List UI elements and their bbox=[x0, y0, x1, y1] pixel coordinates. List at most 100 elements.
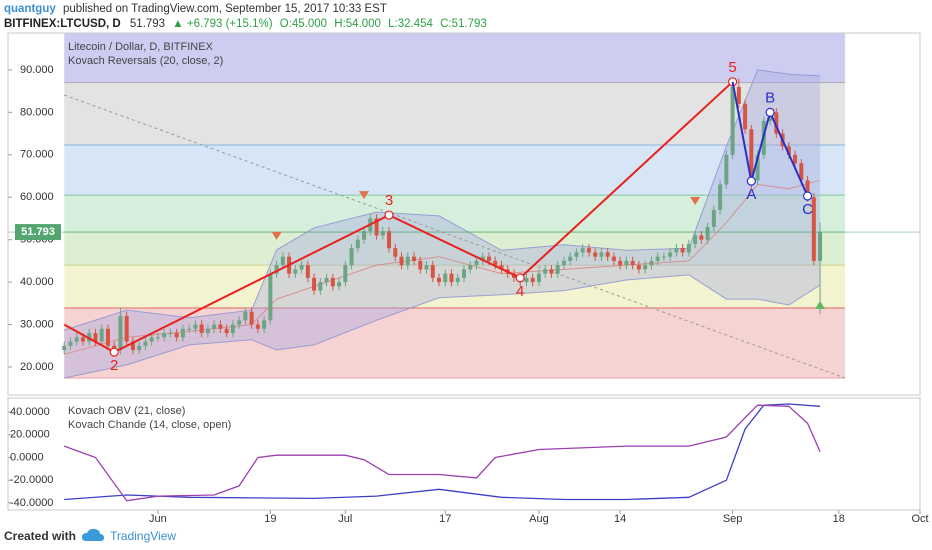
candle-body bbox=[424, 265, 429, 270]
signal-marker bbox=[271, 231, 282, 240]
candle-body bbox=[243, 311, 248, 321]
pattern-label: C bbox=[802, 201, 813, 218]
y-tick-label: 70.000 bbox=[20, 149, 54, 161]
candle-body bbox=[199, 324, 204, 334]
candle-body bbox=[605, 252, 610, 257]
candle-body bbox=[218, 324, 223, 329]
candle-body bbox=[405, 256, 410, 266]
candle-body bbox=[130, 341, 135, 351]
pattern-label: A bbox=[746, 186, 756, 203]
candle-body bbox=[337, 282, 342, 287]
pattern-label: B bbox=[765, 89, 775, 106]
candle-body bbox=[374, 218, 379, 236]
x-tick-label: Aug bbox=[529, 513, 549, 525]
candle-body bbox=[393, 248, 398, 257]
legend-entry: Kovach Chande (14, close, open) bbox=[68, 419, 231, 431]
candle-body bbox=[668, 252, 673, 257]
candle-body bbox=[711, 209, 716, 227]
pattern-point bbox=[515, 273, 525, 283]
candle-body bbox=[80, 337, 85, 342]
candle-body bbox=[580, 248, 585, 253]
candle-body bbox=[686, 243, 691, 253]
candle-body bbox=[412, 256, 417, 261]
candle-body bbox=[480, 256, 485, 261]
candle-body bbox=[155, 337, 160, 339]
candle-body bbox=[462, 269, 466, 278]
candle-body bbox=[530, 277, 535, 283]
author[interactable]: quantguy bbox=[4, 3, 56, 15]
pattern-label: 4 bbox=[516, 283, 524, 300]
pattern-point bbox=[109, 347, 119, 357]
x-tick-label: Sep bbox=[723, 513, 743, 525]
candle-body bbox=[355, 239, 360, 249]
footer-brand[interactable]: TradingView bbox=[110, 529, 176, 543]
pattern-label: 2 bbox=[110, 357, 118, 374]
ohlc-open: O:45.000 bbox=[280, 18, 327, 30]
candle-body bbox=[736, 86, 741, 104]
header-line-1: quantguy published on TradingView.com, S… bbox=[4, 3, 387, 15]
candle-body bbox=[718, 184, 723, 210]
candle-body bbox=[137, 345, 142, 351]
fib-zone bbox=[64, 232, 846, 266]
signal-marker bbox=[690, 197, 701, 206]
x-tick-label: 14 bbox=[614, 513, 626, 525]
candle-body bbox=[793, 154, 798, 164]
candle-body bbox=[349, 248, 354, 266]
y-tick-label: 80.000 bbox=[20, 106, 54, 118]
candle-body bbox=[499, 265, 504, 270]
candle-body bbox=[74, 337, 79, 342]
candle-body bbox=[212, 324, 217, 329]
candle-body bbox=[124, 316, 129, 342]
fib-zone bbox=[64, 308, 846, 379]
candle-body bbox=[643, 265, 648, 270]
signal-marker bbox=[359, 191, 370, 200]
candle-body bbox=[818, 232, 823, 261]
candle-body bbox=[418, 260, 423, 270]
candle-body bbox=[680, 248, 685, 253]
pattern-point bbox=[746, 176, 756, 186]
candle-body bbox=[274, 265, 279, 274]
symbol: BITFINEX:LTCUSD, D bbox=[4, 18, 121, 30]
plot-layer: 20.00030.00040.00050.00060.00070.00080.0… bbox=[8, 33, 929, 525]
y-tick-label: 0.0000 bbox=[10, 451, 44, 463]
ohlc-high: H:54.000 bbox=[334, 18, 381, 30]
brand-logo[interactable]: TradingView bbox=[82, 528, 176, 543]
pattern-point bbox=[765, 107, 775, 117]
candle-body bbox=[93, 333, 98, 342]
candle-body bbox=[455, 277, 460, 283]
candle-body bbox=[561, 260, 566, 266]
fib-zone bbox=[64, 82, 846, 146]
change: ▲ +6.793 (+15.1%) bbox=[172, 18, 272, 30]
indicator-pane-frame bbox=[7, 397, 921, 511]
price-pane-frame bbox=[7, 32, 921, 396]
candle-body bbox=[330, 277, 335, 287]
fib-zone bbox=[64, 33, 846, 83]
y-tick-label: 60.000 bbox=[20, 191, 54, 203]
candle-body bbox=[693, 235, 698, 244]
pattern-point bbox=[802, 191, 813, 201]
last-price-badge bbox=[15, 224, 61, 241]
pane-title: Litecoin / Dollar, D, BITFINEX bbox=[68, 41, 214, 53]
candle-body bbox=[724, 154, 729, 185]
candle-body bbox=[180, 328, 185, 338]
candle-body bbox=[255, 324, 260, 329]
header-line-2: BITFINEX:LTCUSD, D 51.793 ▲ +6.793 (+15.… bbox=[4, 18, 487, 30]
candle-body bbox=[362, 231, 367, 240]
x-tick-label: Oct bbox=[911, 513, 928, 525]
candle-body bbox=[174, 333, 179, 338]
band-fill bbox=[64, 69, 821, 379]
candle-body bbox=[661, 256, 666, 258]
logo-cloud bbox=[82, 528, 104, 541]
candle-body bbox=[705, 226, 710, 240]
candle-body bbox=[468, 265, 473, 270]
candle-body bbox=[143, 341, 148, 346]
y-tick-label: 20.0000 bbox=[10, 429, 50, 441]
x-tick-label: 19 bbox=[264, 513, 276, 525]
candle-body bbox=[205, 328, 210, 334]
candle-body bbox=[799, 163, 804, 181]
candle-body bbox=[262, 320, 267, 329]
candle-body bbox=[99, 328, 104, 342]
pattern-point bbox=[384, 210, 394, 220]
band-lower bbox=[64, 274, 821, 379]
